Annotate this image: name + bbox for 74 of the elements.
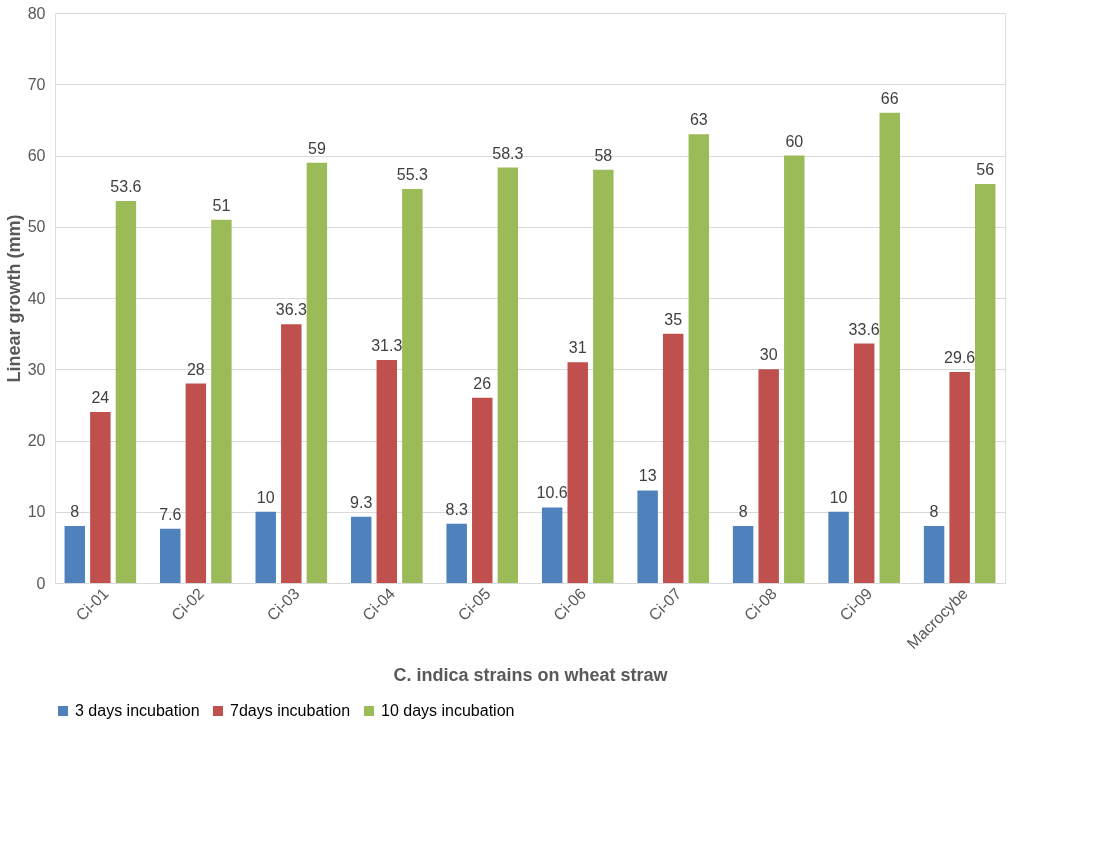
bar (662, 333, 684, 583)
bar (350, 516, 372, 583)
bar (879, 112, 900, 583)
bar (923, 526, 945, 583)
data-label: 26 (473, 374, 492, 392)
bar (949, 372, 970, 583)
bar (567, 362, 588, 583)
data-label: 53.6 (110, 178, 142, 196)
data-label: 60 (785, 132, 804, 150)
data-label: 29.6 (944, 349, 976, 367)
y-tick-label: 60 (27, 147, 46, 164)
bar (281, 324, 302, 583)
data-label: 31 (568, 339, 587, 357)
data-label: 63 (689, 111, 708, 129)
data-label: 66 (880, 89, 899, 107)
x-axis-title: C. indica strains on wheat straw (393, 665, 669, 686)
bar (732, 526, 754, 583)
legend-label: 7days incubation (230, 702, 351, 719)
bar (376, 359, 398, 583)
data-label: 33.6 (848, 320, 880, 338)
data-label: 55.3 (396, 165, 429, 183)
y-tick-label: 70 (27, 75, 46, 93)
bar (255, 511, 276, 583)
bar (784, 155, 805, 583)
bar (472, 397, 493, 583)
y-tick-label: 50 (27, 218, 46, 236)
data-label: 28 (186, 360, 205, 378)
data-label: 10 (829, 488, 848, 506)
bar (497, 167, 519, 583)
legend-label: 10 days incubation (381, 702, 515, 719)
bar (185, 383, 207, 583)
data-label: 8 (738, 503, 748, 520)
data-label: 56 (976, 161, 995, 178)
y-tick-label: 40 (27, 289, 46, 307)
bar (90, 412, 111, 583)
bar (637, 490, 658, 583)
data-label: 58.3 (492, 144, 524, 162)
legend-label: 3 days incubation (75, 702, 200, 719)
bar (402, 188, 423, 583)
data-label: 8 (929, 503, 939, 520)
bar (853, 343, 875, 583)
data-label: 13 (638, 467, 657, 485)
data-label: 24 (91, 389, 110, 406)
bar (64, 526, 86, 583)
y-tick-label: 30 (27, 360, 46, 378)
data-label: 59 (307, 139, 326, 157)
data-label: 9.3 (350, 493, 373, 511)
bar (160, 528, 181, 583)
y-tick-label: 80 (27, 4, 46, 22)
bar (974, 184, 996, 583)
data-label: 58 (594, 146, 613, 164)
data-label: 30 (759, 346, 778, 364)
bar (446, 523, 467, 583)
bar (758, 369, 779, 583)
data-label: 36.3 (275, 301, 307, 319)
data-label: 35 (664, 310, 683, 328)
y-tick-label: 10 (27, 503, 46, 521)
bar (593, 169, 614, 583)
y-axis-title: Linear growth (mm) (3, 214, 24, 383)
data-label: 8.3 (445, 500, 468, 518)
data-label: 31.3 (371, 336, 403, 354)
data-label: 10.6 (536, 484, 568, 502)
data-label: 51 (212, 196, 231, 214)
data-label: 8 (70, 503, 80, 520)
bar (211, 219, 232, 583)
bar (688, 134, 710, 583)
data-label: 7.6 (159, 505, 182, 523)
bar (828, 511, 849, 583)
y-tick-label: 20 (27, 432, 46, 449)
y-tick-label: 0 (36, 574, 46, 592)
bar (306, 162, 328, 583)
data-label: 10 (256, 488, 275, 506)
bar (115, 201, 137, 583)
bar (541, 507, 563, 583)
